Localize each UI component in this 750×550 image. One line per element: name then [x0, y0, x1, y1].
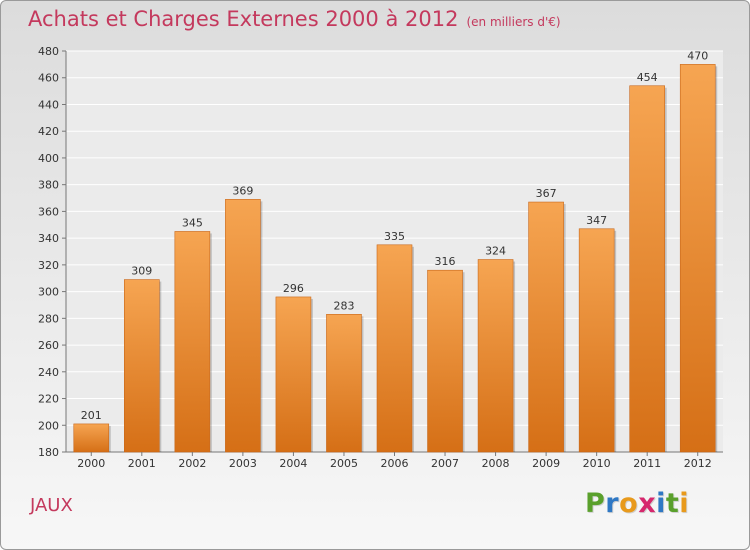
x-tick-label: 2008 [482, 457, 510, 470]
x-tick-label: 2007 [431, 457, 459, 470]
logo-letter: x [638, 488, 657, 519]
bar-value-label: 316 [435, 255, 456, 268]
bar-value-label: 309 [131, 265, 152, 278]
bar-value-label: 454 [637, 71, 658, 84]
bar-value-label: 470 [687, 49, 708, 62]
y-tick-label: 480 [38, 45, 59, 58]
bar [73, 423, 110, 453]
bar [477, 259, 514, 453]
y-tick-label: 460 [38, 72, 59, 85]
y-tick-label: 220 [38, 393, 59, 406]
bar [427, 269, 463, 453]
y-tick-label: 260 [38, 339, 59, 352]
bar [528, 201, 564, 453]
proxiti-logo: Proxiti [585, 488, 689, 519]
bar-value-label: 324 [485, 245, 506, 258]
bar-value-label: 369 [232, 184, 253, 197]
y-tick-label: 300 [38, 286, 59, 299]
x-tick-label: 2006 [381, 457, 409, 470]
bar [275, 296, 312, 453]
x-tick-label: 2010 [583, 457, 611, 470]
bar-value-label: 345 [182, 216, 203, 229]
y-tick-label: 240 [38, 366, 59, 379]
commune-name: JAUX [30, 495, 73, 516]
logo-letter: r [605, 488, 620, 519]
bar-value-label: 367 [536, 187, 557, 200]
x-tick-label: 2012 [684, 457, 712, 470]
logo-letter: i [679, 488, 690, 519]
title-text: Achats et Charges Externes 2000 à 2012 [28, 7, 459, 31]
bar [124, 279, 160, 453]
chart-title: Achats et Charges Externes 2000 à 2012 (e… [28, 7, 561, 31]
logo-letter: i [656, 488, 666, 519]
y-tick-label: 440 [38, 98, 59, 111]
x-tick-label: 2000 [77, 457, 105, 470]
bar [376, 244, 413, 453]
bar-value-label: 347 [586, 214, 607, 227]
bar-value-label: 283 [333, 299, 354, 312]
bar [225, 199, 261, 453]
bar-value-label: 296 [283, 282, 304, 295]
bar-value-label: 335 [384, 230, 405, 243]
x-tick-label: 2002 [178, 457, 206, 470]
y-tick-label: 180 [38, 446, 59, 459]
chart-subtitle: (en milliers d'€) [466, 15, 561, 29]
bar [578, 228, 615, 453]
y-tick-label: 200 [38, 419, 59, 432]
x-tick-label: 2005 [330, 457, 358, 470]
bar [679, 64, 716, 453]
logo-letter: o [619, 488, 639, 519]
logo-letter: t [665, 488, 680, 519]
bar [326, 314, 362, 453]
x-tick-label: 2001 [128, 457, 156, 470]
y-tick-label: 320 [38, 259, 59, 272]
y-tick-label: 340 [38, 232, 59, 245]
x-tick-label: 2004 [279, 457, 307, 470]
bar [629, 85, 665, 453]
y-tick-label: 360 [38, 205, 59, 218]
x-tick-label: 2011 [633, 457, 661, 470]
y-tick-label: 380 [38, 179, 59, 192]
bar [174, 231, 211, 453]
x-tick-label: 2009 [532, 457, 560, 470]
y-tick-label: 400 [38, 152, 59, 165]
y-tick-label: 420 [38, 125, 59, 138]
logo-letter: P [585, 488, 606, 519]
x-tick-label: 2003 [229, 457, 257, 470]
y-tick-label: 280 [38, 312, 59, 325]
bar-value-label: 201 [81, 409, 102, 422]
